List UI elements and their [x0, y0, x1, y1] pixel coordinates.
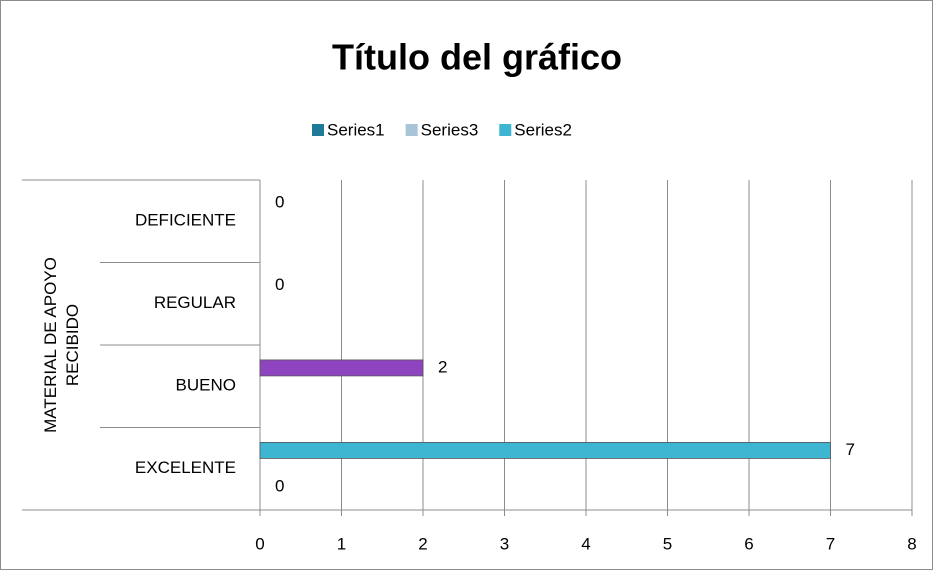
data-label: 7 [846, 440, 855, 459]
legend: Series1 Series3 Series2 [312, 120, 572, 139]
x-tick-label: 7 [826, 534, 835, 553]
data-label: 0 [275, 477, 284, 496]
data-label: 2 [438, 357, 447, 376]
x-tick-label: 5 [663, 534, 672, 553]
x-tick-label: 0 [255, 534, 264, 553]
legend-swatch [405, 124, 418, 136]
legend-swatch [312, 124, 324, 136]
x-tick-label: 6 [744, 534, 753, 553]
y-tick-label: EXCELENTE [135, 458, 236, 477]
x-tick-label: 4 [581, 534, 590, 553]
legend-label: Series3 [421, 120, 479, 139]
y-tick-label: REGULAR [154, 293, 236, 312]
x-tick-label: 8 [907, 534, 916, 553]
y-tick-label: DEFICIENTE [135, 211, 236, 230]
legend-swatch [499, 124, 512, 136]
legend-label: Series2 [514, 120, 572, 139]
bar [259, 359, 424, 377]
category-group-label: MATERIAL DE APOYO RECIBIDO [41, 257, 82, 433]
data-label: 0 [275, 192, 284, 211]
y-tick-label: BUENO [176, 376, 236, 395]
bar [259, 442, 831, 459]
chart-title: Título del gráfico [332, 37, 622, 78]
legend-label: Series1 [327, 120, 385, 139]
data-label: 0 [275, 275, 284, 294]
x-tick-label: 3 [500, 534, 509, 553]
x-tick-label: 1 [337, 534, 346, 553]
x-tick-label: 2 [418, 534, 427, 553]
